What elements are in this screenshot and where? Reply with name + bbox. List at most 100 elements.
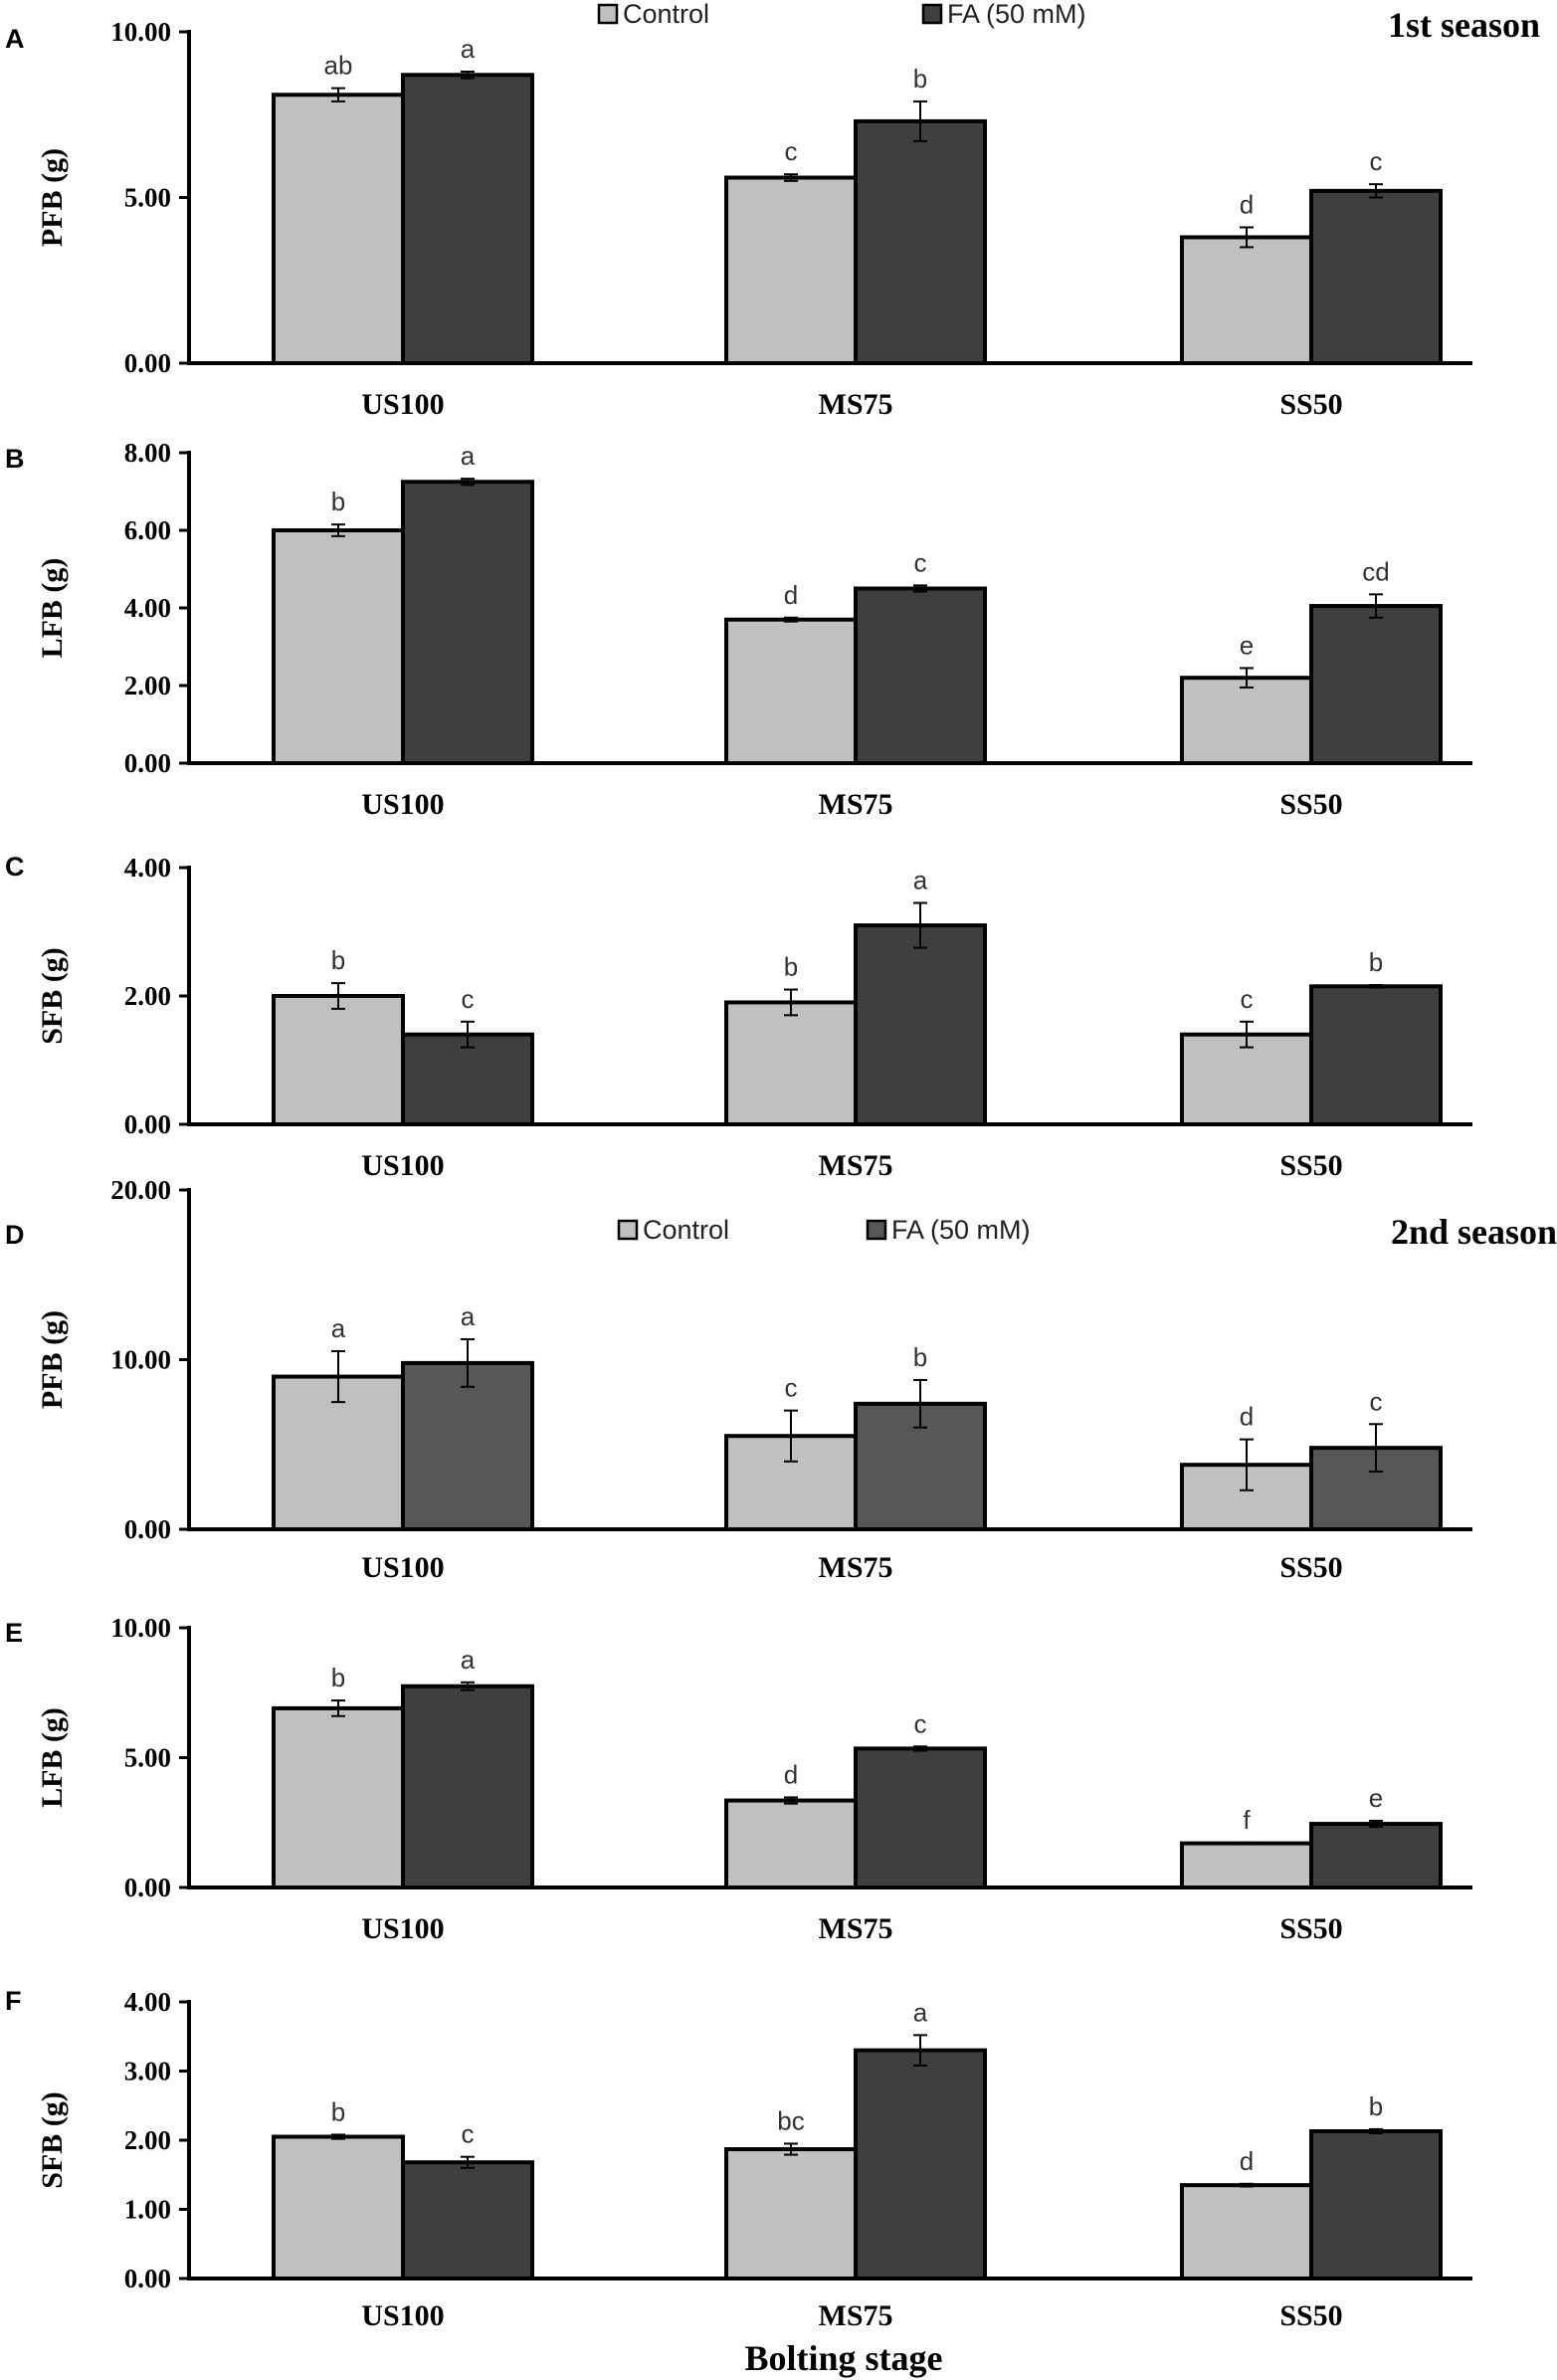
season-label: 1st season bbox=[1388, 5, 1540, 45]
y-tick-label: 10.00 bbox=[110, 1345, 171, 1375]
panel-a: A PFB (g) 0.00 5.00 10.00 ab a US100 c b MS75 d c SS5… bbox=[5, 0, 1540, 421]
significance-letter: b bbox=[331, 1663, 345, 1692]
significance-letter: a bbox=[913, 1997, 928, 2027]
bar-fa-us100 bbox=[401, 480, 534, 765]
significance-letter: bc bbox=[777, 2105, 804, 2135]
significance-letter: c bbox=[914, 1708, 927, 1738]
significance-letter: f bbox=[1243, 1805, 1251, 1835]
bar-control-ms75 bbox=[724, 2147, 858, 2281]
significance-letter: c bbox=[1370, 1386, 1383, 1416]
category-label: MS75 bbox=[819, 1912, 893, 1945]
bar-fa-ms75 bbox=[854, 1746, 987, 1889]
significance-letter: ab bbox=[324, 51, 353, 81]
significance-letter: a bbox=[461, 441, 476, 471]
significance-letter: c bbox=[785, 136, 798, 166]
significance-letter: d bbox=[1240, 189, 1254, 219]
y-tick-label: 5.00 bbox=[124, 1743, 171, 1773]
significance-letter: c bbox=[1241, 984, 1254, 1014]
bar-fa-ss50 bbox=[1309, 1822, 1443, 1890]
category-label: US100 bbox=[361, 388, 444, 421]
legend-swatch bbox=[617, 1219, 639, 1241]
significance-letter: b bbox=[331, 945, 345, 975]
bar-control-us100 bbox=[272, 93, 405, 366]
bar-control-ss50 bbox=[1180, 235, 1313, 366]
significance-letter: cd bbox=[1362, 556, 1389, 586]
significance-letter: b bbox=[913, 64, 927, 94]
category-label: SS50 bbox=[1279, 1551, 1342, 1584]
y-axis-label: PFB (g) bbox=[36, 148, 69, 247]
y-tick-label: 2.00 bbox=[124, 671, 171, 700]
y-axis-label: PFB (g) bbox=[36, 1310, 69, 1409]
y-tick-label: 10.00 bbox=[110, 17, 171, 47]
season-label: 2nd season bbox=[1391, 1212, 1557, 1252]
significance-letter: c bbox=[462, 2119, 475, 2149]
category-label: US100 bbox=[361, 1551, 444, 1584]
significance-letter: c bbox=[785, 1373, 798, 1403]
significance-letter: c bbox=[462, 984, 475, 1014]
legend-label: Control bbox=[623, 0, 709, 29]
panel-letter: F bbox=[5, 1986, 22, 2016]
category-label: SS50 bbox=[1279, 788, 1342, 821]
bar-control-us100 bbox=[272, 994, 405, 1126]
significance-letter: a bbox=[461, 34, 476, 64]
y-tick-label: 0.00 bbox=[124, 748, 171, 778]
bar-control-ms75 bbox=[724, 1000, 858, 1127]
y-tick-label: 10.00 bbox=[110, 1613, 171, 1643]
bar-fa-ms75 bbox=[854, 923, 987, 1126]
bar-control-us100 bbox=[272, 528, 405, 765]
significance-letter: b bbox=[913, 1342, 927, 1372]
category-label: MS75 bbox=[819, 1551, 893, 1584]
category-label: SS50 bbox=[1279, 1912, 1342, 1945]
category-label: SS50 bbox=[1279, 1149, 1342, 1182]
significance-letter: d bbox=[1240, 1402, 1254, 1432]
significance-letter: b bbox=[331, 487, 345, 516]
y-tick-label: 4.00 bbox=[124, 853, 171, 883]
y-tick-label: 5.00 bbox=[124, 183, 171, 213]
bar-fa-us100 bbox=[401, 1360, 534, 1532]
y-tick-label: 4.00 bbox=[124, 593, 171, 623]
bar-fa-ms75 bbox=[854, 586, 987, 765]
bar-control-ss50 bbox=[1180, 676, 1313, 766]
y-tick-label: 1.00 bbox=[124, 2195, 171, 2225]
bar-fa-us100 bbox=[401, 73, 534, 365]
significance-letter: d bbox=[784, 580, 798, 610]
panel-letter: B bbox=[5, 444, 25, 474]
significance-letter: b bbox=[331, 2096, 345, 2126]
significance-letter: a bbox=[461, 1645, 476, 1675]
panel-e: E LFB (g) 0.00 5.00 10.00 b a US100 d c MS75 f e SS50 bbox=[5, 1613, 1472, 1945]
bar-fa-ss50 bbox=[1309, 984, 1443, 1127]
bar-control-us100 bbox=[272, 2134, 405, 2281]
significance-letter: c bbox=[1370, 146, 1383, 176]
category-label: US100 bbox=[361, 788, 444, 821]
category-label: US100 bbox=[361, 2299, 444, 2332]
bar-control-ms75 bbox=[724, 617, 858, 766]
category-label: MS75 bbox=[819, 388, 893, 421]
y-tick-label: 0.00 bbox=[124, 1514, 171, 1544]
panel-letter: A bbox=[5, 24, 25, 54]
y-tick-label: 6.00 bbox=[124, 515, 171, 545]
legend-label: FA (50 mM) bbox=[891, 1215, 1031, 1245]
bar-control-ss50 bbox=[1180, 1841, 1313, 1890]
y-tick-label: 2.00 bbox=[124, 2125, 171, 2155]
y-tick-label: 8.00 bbox=[124, 438, 171, 468]
bar-fa-us100 bbox=[401, 1684, 534, 1889]
bar-fa-ms75 bbox=[854, 2048, 987, 2281]
panel-letter: E bbox=[5, 1618, 23, 1648]
bar-control-ms75 bbox=[724, 1798, 858, 1889]
bar-fa-ss50 bbox=[1309, 2128, 1443, 2281]
significance-letter: b bbox=[1369, 2091, 1383, 2121]
bar-fa-us100 bbox=[401, 2160, 534, 2281]
legend-swatch bbox=[921, 3, 943, 25]
category-label: MS75 bbox=[819, 2299, 893, 2332]
significance-letter: a bbox=[913, 865, 928, 894]
bar-control-us100 bbox=[272, 1705, 405, 1890]
significance-letter: d bbox=[784, 1759, 798, 1789]
panel-b: B LFB (g) 0.00 2.00 4.00 6.00 8.00 b a US100 d c MS7… bbox=[5, 438, 1472, 821]
y-tick-label: 2.00 bbox=[124, 981, 171, 1011]
y-tick-label: 0.00 bbox=[124, 1873, 171, 1902]
y-tick-label: 0.00 bbox=[124, 348, 171, 378]
y-tick-label: 0.00 bbox=[124, 2264, 171, 2293]
bar-control-ss50 bbox=[1180, 2183, 1313, 2281]
significance-letter: b bbox=[1369, 947, 1383, 977]
